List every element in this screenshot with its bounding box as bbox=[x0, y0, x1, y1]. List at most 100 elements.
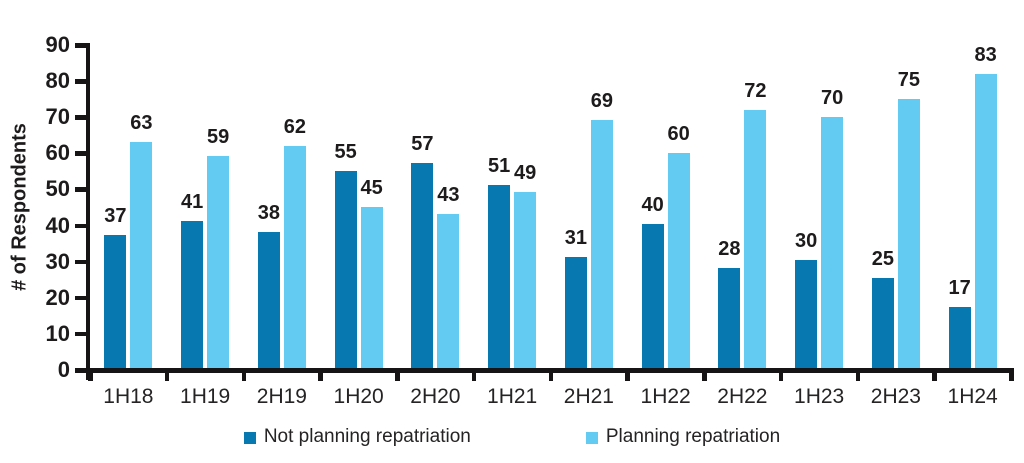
bar-value-label: 30 bbox=[795, 230, 818, 253]
x-axis-category-labels: 1H18 1H19 2H19 1H20 2H20 1H21 2H21 1H22 2H22 1H23… bbox=[90, 385, 1011, 409]
x-tick bbox=[702, 368, 707, 381]
x-tick bbox=[241, 368, 246, 381]
bar-value-label: 37 bbox=[104, 205, 127, 228]
bar-column: 51 bbox=[488, 45, 510, 368]
bar bbox=[437, 213, 460, 368]
bar bbox=[744, 109, 767, 368]
bar-value-label: 72 bbox=[744, 79, 767, 102]
bar-value-label: 70 bbox=[821, 86, 844, 109]
bar-value-label: 17 bbox=[948, 277, 971, 299]
x-category-label: 1H24 bbox=[947, 385, 998, 408]
x-tick bbox=[778, 368, 784, 381]
bar bbox=[411, 163, 434, 368]
y-tick-label: 40 bbox=[45, 212, 70, 238]
bar bbox=[590, 120, 613, 368]
bar-group: 57 43 bbox=[397, 45, 474, 368]
y-tick-label: 70 bbox=[45, 104, 70, 130]
y-tick bbox=[75, 187, 86, 192]
x-category-label: 1H20 bbox=[333, 385, 384, 408]
bar-value-label: 83 bbox=[974, 44, 997, 66]
bar-group: 31 69 bbox=[551, 45, 628, 368]
bar-column: 30 bbox=[795, 45, 817, 368]
x-category-label: 2H23 bbox=[870, 385, 921, 408]
bar-group: 38 62 bbox=[244, 45, 321, 368]
bar bbox=[641, 224, 664, 368]
bar bbox=[974, 74, 997, 368]
bar-group: 41 59 bbox=[167, 45, 244, 368]
legend-item-not-planning: Not planning repatriation bbox=[243, 426, 471, 448]
bar bbox=[667, 152, 690, 368]
y-tick-label: 10 bbox=[45, 320, 70, 346]
bar bbox=[488, 184, 511, 368]
bar bbox=[821, 116, 844, 368]
bar-value-label: 43 bbox=[437, 183, 460, 206]
bar bbox=[334, 170, 357, 368]
bar-column: 40 bbox=[642, 45, 664, 368]
y-tick bbox=[75, 151, 86, 156]
bar-value-label: 62 bbox=[283, 115, 306, 138]
bar-column: 83 bbox=[975, 45, 997, 368]
bar-group: 55 45 bbox=[320, 45, 397, 368]
bar bbox=[795, 260, 818, 368]
legend-label-not-planning: Not planning repatriation bbox=[263, 426, 471, 447]
y-tick-label: 30 bbox=[45, 248, 70, 274]
bar-group: 25 75 bbox=[858, 45, 935, 368]
bar-column: 75 bbox=[898, 45, 920, 368]
bar-value-label: 59 bbox=[207, 126, 230, 149]
x-category-label: 2H22 bbox=[717, 385, 768, 408]
bar-value-label: 31 bbox=[564, 226, 587, 249]
bar bbox=[207, 156, 230, 368]
bar-value-label: 69 bbox=[590, 90, 613, 113]
bar bbox=[718, 267, 741, 368]
bar-value-label: 75 bbox=[897, 68, 920, 91]
bar-column: 72 bbox=[744, 45, 767, 368]
x-tick bbox=[471, 368, 477, 381]
bar-column: 41 bbox=[181, 45, 203, 368]
bar-group: 30 70 bbox=[781, 45, 858, 368]
x-category-label: 2H21 bbox=[563, 385, 614, 408]
bar-column: 17 bbox=[949, 45, 971, 368]
bar-group: 17 83 bbox=[934, 45, 1011, 368]
y-tick bbox=[75, 43, 86, 48]
y-tick-label: 90 bbox=[45, 32, 70, 57]
bar bbox=[104, 235, 127, 368]
y-tick bbox=[75, 223, 86, 229]
bar bbox=[130, 141, 153, 368]
x-tick bbox=[1009, 368, 1014, 381]
x-category-label: 2H19 bbox=[256, 385, 307, 408]
bar-column: 45 bbox=[361, 45, 383, 368]
x-tick bbox=[318, 368, 323, 381]
y-tick-label: 20 bbox=[45, 284, 70, 310]
bar-value-label: 40 bbox=[641, 194, 664, 217]
bar-column: 69 bbox=[591, 45, 613, 368]
bar-column: 49 bbox=[514, 45, 536, 368]
legend-item-planning: Planning repatriation bbox=[585, 426, 781, 448]
legend: Not planning repatriation Planning repat… bbox=[0, 426, 1024, 448]
x-tick bbox=[164, 368, 170, 381]
y-axis-tick-labels: 0 10 20 30 40 50 60 70 80 90 bbox=[0, 32, 70, 382]
bar bbox=[514, 192, 537, 368]
bar-value-label: 51 bbox=[488, 154, 511, 177]
bar-value-label: 57 bbox=[411, 133, 434, 156]
bar-group: 40 60 bbox=[627, 45, 704, 368]
legend-label-planning: Planning repatriation bbox=[605, 426, 781, 447]
y-tick-label: 80 bbox=[45, 68, 70, 94]
bar-value-label: 38 bbox=[257, 201, 280, 224]
legend-swatch-not-planning bbox=[243, 432, 256, 444]
y-tick bbox=[75, 295, 86, 301]
legend-swatch-planning bbox=[585, 432, 598, 444]
bar-column: 25 bbox=[872, 45, 894, 368]
y-tick bbox=[75, 115, 86, 120]
bar-value-label: 41 bbox=[181, 190, 204, 213]
bar bbox=[897, 98, 920, 368]
bar-column: 59 bbox=[207, 45, 229, 368]
x-tick bbox=[932, 368, 937, 381]
bar-value-label: 63 bbox=[130, 111, 153, 134]
bar-column: 60 bbox=[668, 45, 690, 368]
x-category-label: 1H22 bbox=[640, 385, 691, 408]
bar bbox=[871, 278, 894, 368]
bar-value-label: 45 bbox=[360, 176, 383, 199]
bar-column: 62 bbox=[284, 45, 306, 368]
y-tick bbox=[75, 331, 86, 337]
